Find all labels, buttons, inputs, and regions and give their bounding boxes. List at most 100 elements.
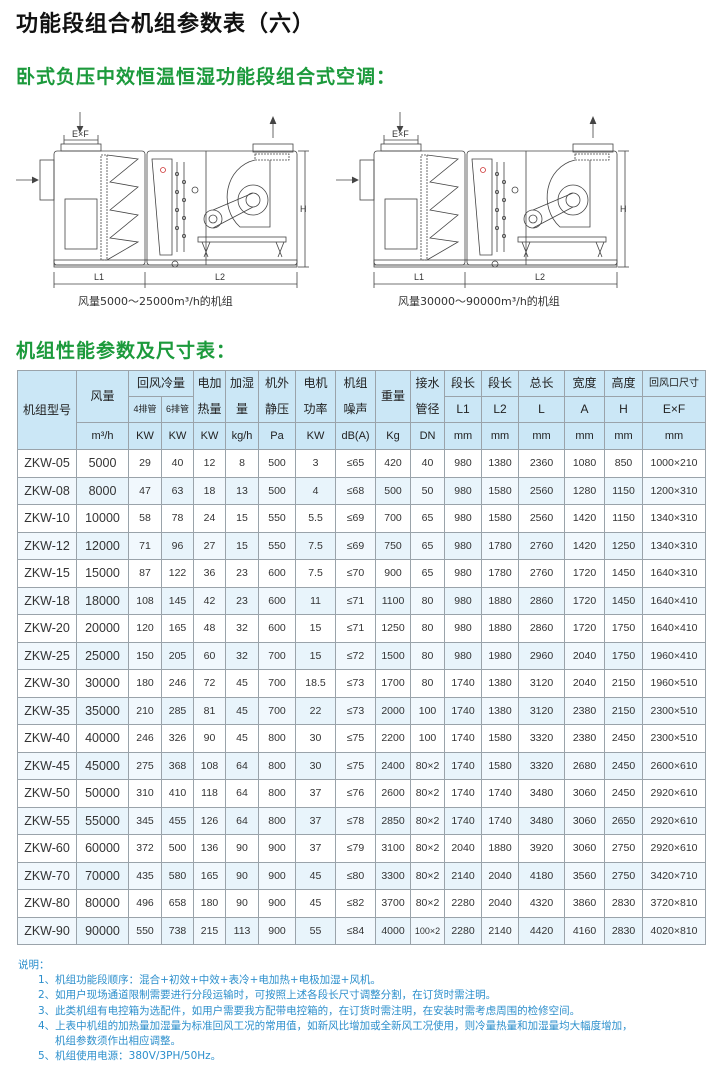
table-cell: 2920×610 [642, 779, 707, 808]
table-cell: 500 [160, 834, 195, 863]
table-cell: 60000 [76, 834, 129, 863]
table-cell: 7.5 [295, 531, 337, 560]
table-row: ZKW-40 40000 246 326 90 45 800 30 ≤75 2200 100 1740… [17, 724, 707, 753]
table-cell: 2150 [604, 669, 644, 698]
table-row: ZKW-35 35000 210 285 81 45 700 22 ≤73 2000 100 1740… [17, 696, 707, 725]
table-cell: ≤70 [335, 559, 377, 588]
table-cell: 2200 [375, 724, 412, 753]
table-cell: 1000×210 [642, 449, 707, 478]
header-cooling-6: 6排管 [160, 396, 195, 423]
table-cell: 96 [160, 531, 195, 560]
table-cell: 36 [193, 559, 227, 588]
header-noise: 机组 噪声 [335, 370, 377, 423]
table-cell: 3120 [518, 696, 566, 725]
table-cell: 136 [193, 834, 227, 863]
table-cell: 410 [160, 779, 195, 808]
table-cell: 550 [128, 916, 162, 945]
table-cell: 800 [258, 779, 297, 808]
table-cell: 1580 [481, 724, 520, 753]
header-airflow: 风量 [76, 370, 129, 423]
table-cell: 27 [193, 531, 227, 560]
subtitle: 卧式负压中效恒温恒湿功能段组合式空调： [16, 66, 397, 88]
table-cell: 40000 [76, 724, 129, 753]
table-cell: 8 [225, 449, 260, 478]
table-cell: 3 [295, 449, 337, 478]
table-cell: 90 [225, 861, 260, 890]
table-cell: 700 [258, 696, 297, 725]
table-cell: 2830 [604, 916, 644, 945]
table-cell: 900 [258, 916, 297, 945]
model-cell: ZKW-90 [17, 916, 77, 945]
table-cell: 310 [128, 779, 162, 808]
table-cell: 3120 [518, 669, 566, 698]
table-cell: 80×2 [410, 834, 446, 863]
table-cell: 4180 [518, 861, 566, 890]
unit-diagram-small: E×F H L1 L2 [0, 112, 310, 317]
dimension-label-l1: L1 [414, 272, 424, 282]
table-cell: 2380 [564, 696, 606, 725]
header-l: 总长 [518, 370, 566, 397]
table-cell: 58 [128, 504, 162, 533]
unit-cell: mm [604, 422, 644, 450]
table-cell: 550 [258, 504, 297, 533]
table-cell: 145 [160, 586, 195, 615]
table-cell: 1750 [604, 614, 644, 643]
table-cell: 80 [410, 586, 446, 615]
table-cell: 500 [258, 449, 297, 478]
table-cell: 600 [258, 586, 297, 615]
notes-heading: 说明： [18, 959, 50, 971]
header-model: 机组型号 [17, 370, 77, 450]
table-cell: 1420 [564, 531, 606, 560]
model-cell: ZKW-10 [17, 504, 77, 533]
table-cell: 2360 [518, 449, 566, 478]
table-cell: 2380 [564, 724, 606, 753]
table-row: ZKW-90 90000 550 738 215 113 900 55 ≤84 4000 100×2… [17, 916, 707, 945]
table-cell: 2850 [375, 806, 412, 835]
table-cell: 15 [225, 504, 260, 533]
note-item: 2、如用户现场通道限制需要进行分段运输时，可按照上述各段长尺寸调整分割，在订货时… [38, 989, 497, 1002]
unit-cell: Kg [375, 422, 412, 450]
table-cell: 750 [375, 531, 412, 560]
table-cell: 285 [160, 696, 195, 725]
table-cell: 80×2 [410, 861, 446, 890]
table-cell: 2650 [604, 806, 644, 835]
table-row: ZKW-10 10000 58 78 24 15 550 5.5 ≤69 700 65 980 1580… [17, 504, 707, 533]
table-cell: 3100 [375, 834, 412, 863]
table-cell: 40 [160, 449, 195, 478]
table-cell: 1150 [604, 504, 644, 533]
table-cell: 5000 [76, 449, 129, 478]
table-cell: 1640×410 [642, 586, 707, 615]
model-cell: ZKW-12 [17, 531, 77, 560]
header-pressure: 机外 静压 [258, 370, 297, 423]
table-cell: 1580 [481, 751, 520, 780]
table-cell: 1740 [444, 806, 483, 835]
table-cell: 700 [258, 669, 297, 698]
table-cell: 345 [128, 806, 162, 835]
table-cell: 100×2 [410, 916, 446, 945]
table-cell: ≤80 [335, 861, 377, 890]
table-cell: ≤78 [335, 806, 377, 835]
table-cell: 25000 [76, 641, 129, 670]
table-cell: 3320 [518, 751, 566, 780]
table-cell: 32 [225, 614, 260, 643]
model-cell: ZKW-05 [17, 449, 77, 478]
table-cell: 1200×310 [642, 476, 707, 505]
table-cell: 180 [128, 669, 162, 698]
table-cell: 64 [225, 779, 260, 808]
table-cell: 3300 [375, 861, 412, 890]
table-cell: ≤72 [335, 641, 377, 670]
table-cell: 980 [444, 559, 483, 588]
table-cell: 1250 [375, 614, 412, 643]
table-cell: 30 [295, 751, 337, 780]
header-ef: 回风口尺寸 [642, 370, 707, 397]
table-cell: 600 [258, 614, 297, 643]
table-cell: 658 [160, 889, 195, 918]
table-cell: ≤79 [335, 834, 377, 863]
table-cell: 1960×410 [642, 641, 707, 670]
table-cell: 12000 [76, 531, 129, 560]
table-cell: 246 [160, 669, 195, 698]
table-cell: 500 [258, 476, 297, 505]
table-cell: 22 [295, 696, 337, 725]
unit-cell: KW [295, 422, 337, 450]
table-row: ZKW-18 18000 108 145 42 23 600 11 ≤71 1100 80 980 18… [17, 586, 707, 615]
